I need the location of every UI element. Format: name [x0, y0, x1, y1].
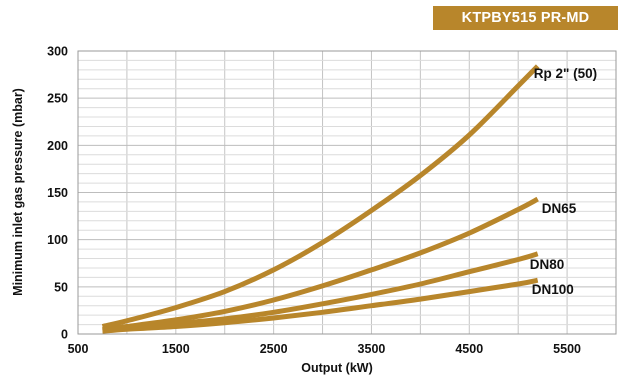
series-line — [102, 196, 539, 332]
x-tick-label: 2500 — [260, 342, 288, 356]
series-labels: Rp 2" (50) DN65 DN80 DN100 — [530, 66, 597, 297]
y-tick-label: 100 — [47, 233, 68, 247]
x-tick-label: 4500 — [455, 342, 483, 356]
y-tick-label: 0 — [61, 328, 68, 342]
series-label: Rp 2" (50) — [534, 66, 597, 81]
x-tick-label: 500 — [68, 342, 89, 356]
series-label: DN80 — [530, 257, 565, 272]
series-lines — [101, 64, 540, 334]
x-tick-label: 1500 — [162, 342, 190, 356]
y-tick-label: 300 — [47, 45, 68, 59]
x-tick-label: 5500 — [553, 342, 581, 356]
series-line — [101, 64, 540, 329]
x-axis-title: Output (kW) — [301, 361, 373, 375]
y-axis-title: Minimum inlet gas pressure (mbar) — [11, 88, 25, 296]
series-line — [102, 277, 539, 334]
axes: 500 1500 2500 3500 4500 5500 0 50 100 150 200 250 30… — [47, 45, 617, 356]
series-label: DN65 — [542, 201, 577, 216]
series-label: DN100 — [532, 282, 574, 297]
plot-frame — [77, 50, 617, 335]
y-tick-label: 200 — [47, 139, 68, 153]
y-tick-label: 250 — [47, 92, 68, 106]
y-tick-label: 150 — [47, 186, 68, 200]
y-tick-label: 50 — [54, 280, 68, 294]
model-badge: KTPBY515 PR-MD — [433, 6, 618, 30]
x-tick-label: 3500 — [358, 342, 386, 356]
